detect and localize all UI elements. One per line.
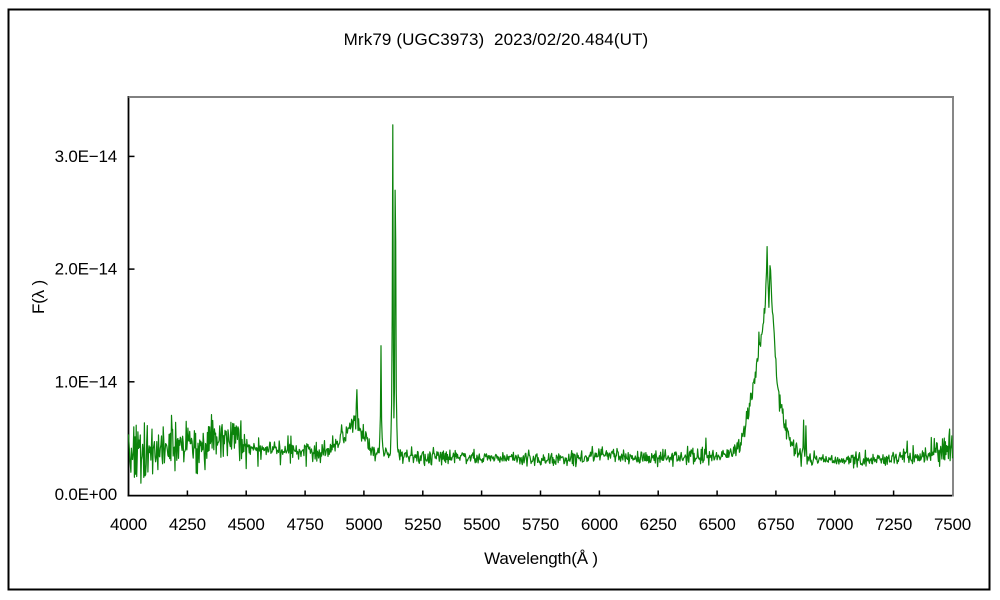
svg-text:Mrk79 (UGC3973) 2023/02/20.48: Mrk79 (UGC3973) 2023/02/20.484(UT) (344, 30, 649, 49)
svg-text:7000: 7000 (816, 515, 853, 534)
svg-text:6750: 6750 (757, 515, 794, 534)
svg-text:5500: 5500 (463, 515, 500, 534)
svg-text:5750: 5750 (522, 515, 559, 534)
svg-text:6000: 6000 (581, 515, 618, 534)
svg-text:0.0E+00: 0.0E+00 (55, 485, 117, 504)
svg-text:5000: 5000 (345, 515, 382, 534)
svg-text:4250: 4250 (169, 515, 206, 534)
svg-text:6250: 6250 (640, 515, 677, 534)
svg-text:4750: 4750 (287, 515, 324, 534)
svg-text:7250: 7250 (875, 515, 912, 534)
svg-text:Wavelength(Å ): Wavelength(Å ) (484, 549, 598, 568)
svg-text:6500: 6500 (699, 515, 736, 534)
svg-text:5250: 5250 (404, 515, 441, 534)
svg-text:4000: 4000 (110, 515, 147, 534)
svg-text:3.0E−14: 3.0E−14 (55, 147, 117, 166)
svg-text:7500: 7500 (934, 515, 971, 534)
svg-text:1.0E−14: 1.0E−14 (55, 372, 117, 391)
svg-text:2.0E−14: 2.0E−14 (55, 260, 117, 279)
svg-text:F(λ ): F(λ ) (29, 280, 48, 314)
svg-text:4500: 4500 (228, 515, 265, 534)
